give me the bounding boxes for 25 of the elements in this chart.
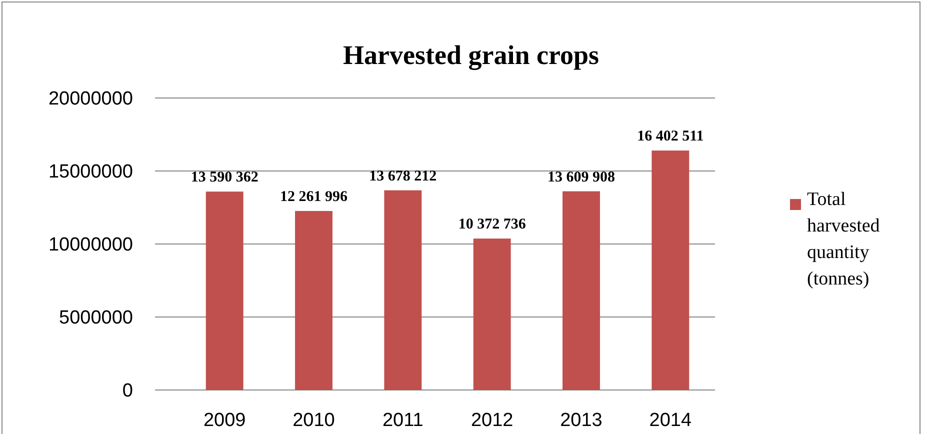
x-tick-label: 2013 xyxy=(560,410,602,431)
bar xyxy=(384,190,422,390)
y-tick-label: 10000000 xyxy=(48,234,133,256)
bar xyxy=(652,150,690,390)
data-label: 12 261 996 xyxy=(280,188,348,205)
chart-title: Harvested grain crops xyxy=(343,40,599,70)
data-label: 10 372 736 xyxy=(458,216,526,233)
data-label: 13 678 212 xyxy=(369,168,437,184)
x-tick-label: 2010 xyxy=(292,410,335,431)
y-tick-label: 20000000 xyxy=(48,88,133,110)
x-tick-label: 2009 xyxy=(203,410,246,431)
bar xyxy=(473,238,511,390)
x-tick-label: 2011 xyxy=(382,410,424,431)
bar xyxy=(206,192,244,390)
data-label: 13 609 908 xyxy=(548,169,615,186)
y-tick-label: 15000000 xyxy=(48,162,133,183)
data-label: 16 402 511 xyxy=(637,128,704,145)
bar xyxy=(295,210,332,390)
x-tick-label: 2014 xyxy=(649,410,692,431)
bar xyxy=(562,191,600,390)
data-label: 13 590 362 xyxy=(190,170,258,186)
y-tick-label: 5000000 xyxy=(59,308,133,329)
x-tick-label: 2012 xyxy=(470,410,514,431)
legend-label: Total harvested quantity (tonnes) xyxy=(807,189,880,290)
y-tick-label: 0 xyxy=(122,380,133,402)
